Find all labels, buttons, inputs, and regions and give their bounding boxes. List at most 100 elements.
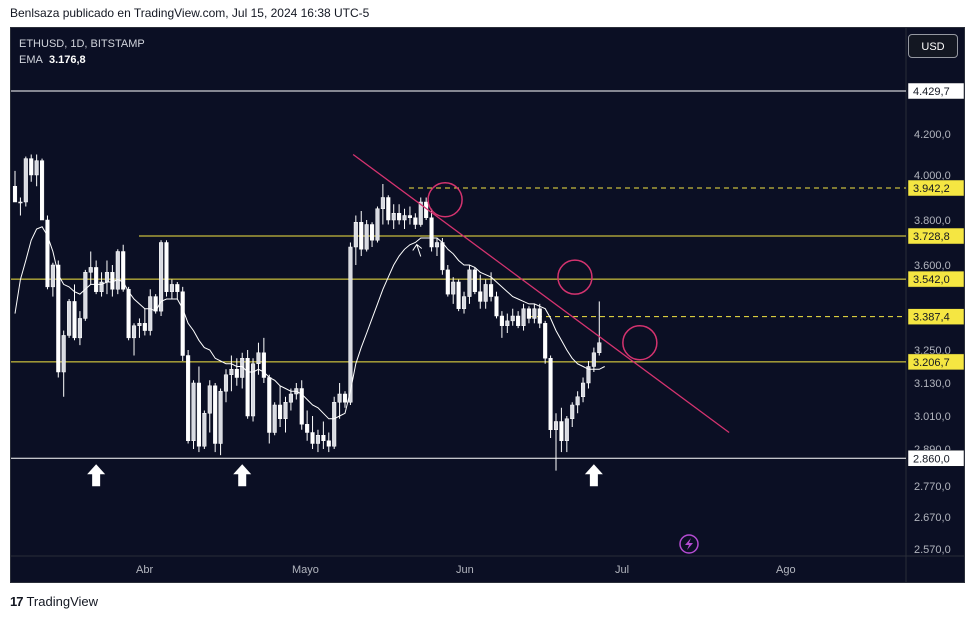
candle-body [521,308,526,326]
symbol-label: ETHUSD, 1D, BITSTAMP [19,38,145,50]
y-tick-label: 3.010,0 [914,411,951,423]
candle-body [148,296,153,331]
candle-body [499,315,504,326]
x-tick-label: Ago [776,564,796,576]
candle-body [516,315,521,326]
candle-body [67,301,72,336]
level-price-badge [907,450,964,467]
candle-body [126,289,131,339]
x-tick-label: Jun [456,564,474,576]
ema-legend-row: EMA 3.176,8 [19,52,145,68]
tradingview-logo-icon: 17 [10,594,24,609]
candle-body [50,264,55,288]
candle-body [137,323,142,326]
candle-body [597,342,602,354]
candle-body [229,369,234,375]
candle-body [83,272,88,319]
candle-body [272,404,277,433]
candle-body [461,296,467,309]
footer-brand: 17 TradingView [10,594,98,609]
candle-body [359,222,364,250]
level-price-label: 2.860,0 [913,453,950,465]
x-tick-label: Mayo [292,564,319,576]
y-tick-label: 2.770,0 [914,481,951,493]
lightning-badge-icon [679,534,699,554]
chart-legend: ETHUSD, 1D, BITSTAMP EMA 3.176,8 [19,36,145,68]
candle-body [337,393,342,403]
candle-body [45,219,50,288]
candle-body [121,251,126,290]
candle-body [434,242,440,248]
candle-body [72,301,77,339]
candle-body [256,352,261,364]
candle-body [278,404,283,419]
candle-body [56,264,61,373]
candle-body [267,377,272,433]
candle-body [575,396,580,406]
candle-body [445,269,450,295]
chart-frame: 4.200,0 4.000,0 3.800,0 3.600,0 3.250,0 3.130… [10,27,965,583]
candle-body [375,208,380,241]
level-price-label: 3.387,4 [913,312,950,324]
candle-body [234,369,239,378]
price-chart[interactable]: 4.200,04.000,03.800,03.600,03.250,03.130… [11,28,964,582]
candle-body [429,217,434,248]
candle-body [386,197,391,221]
candle-body [245,358,250,417]
candle-body [505,320,510,326]
candle-body [326,440,331,447]
y-tick-label: 3.130,0 [914,378,951,390]
candle-body [342,393,348,403]
lightning-bolt-icon [685,538,693,550]
candle-body [510,315,515,322]
currency-button[interactable]: USD [908,34,958,58]
candle-body [364,224,369,250]
candle-body [526,308,532,319]
candle-body [283,402,288,419]
candle-body [315,435,321,444]
candle-body [40,160,45,221]
level-price-label: 3.206,7 [913,357,950,369]
candle-body [380,197,385,209]
level-price-badge [907,353,964,371]
candle-body [467,269,472,297]
candle-body [169,284,174,292]
candle-body [353,222,358,248]
candle-body [407,215,412,218]
candle-body [261,352,266,378]
candle-body [104,272,110,283]
candle-body [537,308,542,324]
candle-body [175,284,180,292]
candle-body [299,388,304,425]
level-price-label: 3.942,2 [913,183,950,195]
candle-body [12,186,18,203]
candle-body [478,291,483,302]
ema-label: EMA [19,54,43,66]
candle-body [288,393,293,403]
candle-body [18,201,23,204]
level-price-badge [907,270,964,288]
y-tick-label: 4.000,0 [914,170,951,182]
y-tick-label: 3.600,0 [914,260,951,272]
ema-value: 3.176,8 [48,54,86,66]
x-tick-label: Abr [136,564,153,576]
candle-body [418,201,423,225]
candle-body [250,363,256,417]
candle-body [532,308,537,319]
candle-body [472,269,477,292]
candle-body [110,272,115,290]
annotation-arrow-icon [412,243,423,257]
candle-body [218,391,223,444]
candle-body [34,160,39,176]
candle-body [391,213,396,221]
candle-body [564,418,569,441]
candle-body [370,224,375,241]
candle-body [223,374,229,392]
highlight-circle [557,259,593,295]
y-tick-label: 2.670,0 [914,512,951,524]
candle-body [581,382,586,397]
candle-body [29,158,34,176]
candle-body [559,421,564,441]
level-price-label: 3.542,0 [913,274,950,286]
level-price-label: 3.728,8 [913,231,950,243]
